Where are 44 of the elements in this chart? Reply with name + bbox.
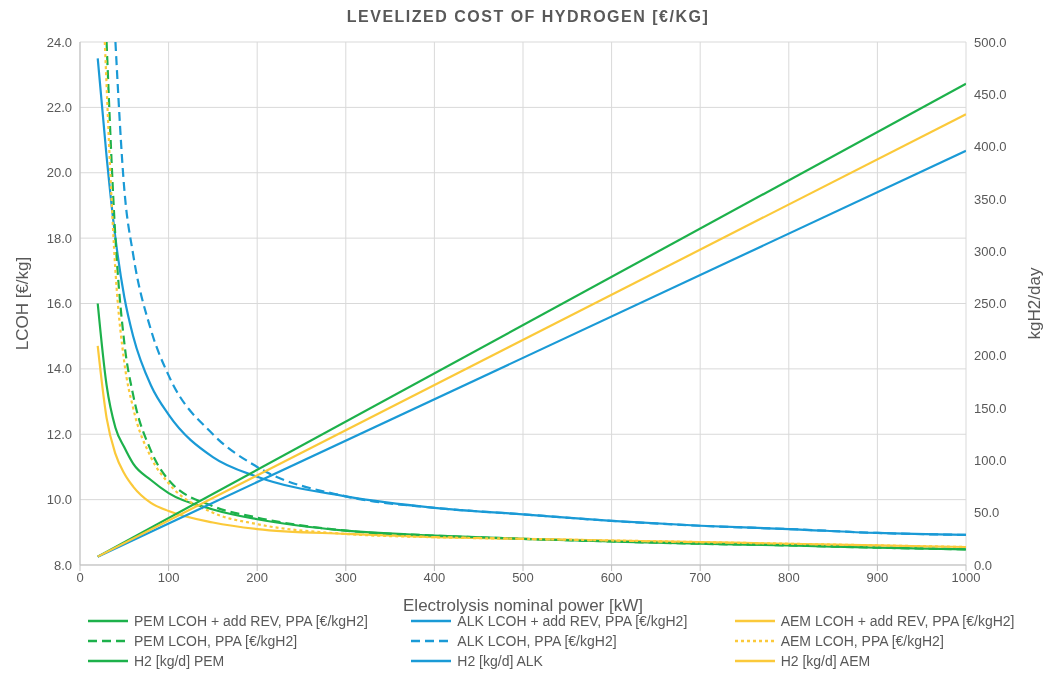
y2-tick-label: 150.0: [974, 400, 1007, 416]
x-tick-label: 1000: [951, 570, 981, 586]
y-tick-label: 24.0: [46, 34, 72, 50]
x-tick-label: 400: [423, 570, 446, 586]
x-tick-label: 300: [334, 570, 357, 586]
legend-label: H2 [kg/d] PEM: [134, 653, 225, 669]
x-tick-label: 800: [777, 570, 800, 586]
y2-tick-label: 50.0: [974, 505, 1000, 521]
legend-label: ALK LCOH + add REV, PPA [€/kgH2]: [457, 613, 688, 629]
y-tick-label: 22.0: [46, 99, 72, 115]
y2-tick-label: 0.0: [974, 557, 993, 573]
legend-label: PEM LCOH + add REV, PPA [€/kgH2]: [134, 613, 368, 629]
y2-tick-label: 300.0: [974, 243, 1007, 259]
y-tick-label: 16.0: [46, 296, 72, 312]
x-tick-label: 900: [866, 570, 889, 586]
legend-label: AEM LCOH, PPA [€/kgH2]: [780, 633, 944, 649]
y2-tick-label: 100.0: [974, 453, 1007, 469]
y2-tick-label: 350.0: [974, 191, 1007, 207]
chart-title: LEVELIZED COST OF HYDROGEN [€/KG]: [345, 8, 711, 27]
y2-tick-label: 250.0: [974, 296, 1007, 312]
y2-tick-label: 200.0: [974, 348, 1007, 364]
legend-label: H2 [kg/d] ALK: [457, 653, 543, 669]
x-axis-title: Electrolysis nominal power [kW]: [403, 596, 643, 615]
legend-label: PEM LCOH, PPA [€/kgH2]: [134, 633, 298, 649]
y2-tick-label: 400.0: [974, 139, 1007, 155]
y2-tick-label: 500.0: [974, 34, 1007, 50]
x-tick-label: 500: [512, 570, 534, 586]
x-tick-label: 200: [246, 570, 269, 586]
y2-tick-label: 450.0: [974, 86, 1007, 102]
y-tick-label: 18.0: [46, 230, 72, 246]
x-tick-label: 700: [689, 570, 712, 586]
y-tick-label: 8.0: [53, 557, 72, 573]
legend-label: ALK LCOH, PPA [€/kgH2]: [457, 633, 617, 649]
y-tick-label: 20.0: [46, 165, 72, 181]
x-tick-label: 0: [76, 570, 84, 586]
y-tick-label: 12.0: [46, 426, 72, 442]
x-tick-label: 600: [600, 570, 623, 586]
legend-label: AEM LCOH + add REV, PPA [€/kgH2]: [780, 613, 1015, 629]
legend-label: H2 [kg/d] AEM: [780, 653, 871, 669]
y-axis-title: LCOH [€/kg]: [13, 256, 33, 351]
y2-axis-title: kgH2/day: [1025, 267, 1045, 340]
y-tick-label: 10.0: [46, 492, 72, 508]
x-tick-label: 100: [157, 570, 180, 586]
y-tick-label: 14.0: [46, 361, 72, 377]
